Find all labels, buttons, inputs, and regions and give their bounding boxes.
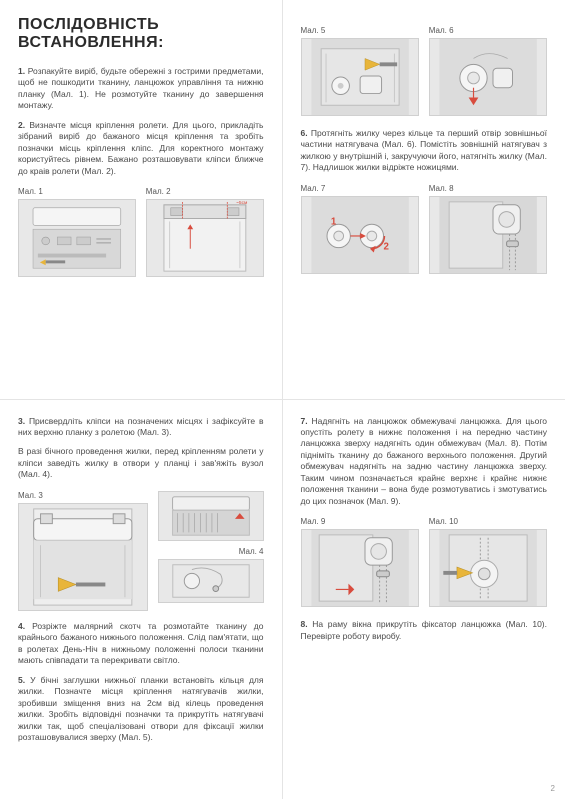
figure-8: Мал. 8	[429, 184, 547, 274]
step-5: 5. У бічні заглушки нижньої планки встан…	[18, 675, 264, 744]
figure-image	[158, 559, 264, 603]
page-title: ПОСЛІДОВНІСТЬ ВСТАНОВЛЕННЯ:	[18, 16, 264, 52]
figure-image	[429, 529, 547, 607]
figure-label: Мал. 5	[301, 26, 419, 35]
figure-row-5-6: Мал. 5 Мал. 6	[301, 26, 548, 116]
figure-3: Мал. 3	[18, 491, 148, 611]
figure-image: ~5см	[146, 199, 264, 277]
figure-label: Мал. 2	[146, 187, 264, 196]
step-3: 3. Присвердліть кліпси на позначених міс…	[18, 416, 264, 439]
step-2: 2. Визначте місця кріплення ролети. Для …	[18, 120, 264, 177]
figure-label: Мал. 8	[429, 184, 547, 193]
figure-image	[429, 196, 547, 274]
figure-image	[18, 503, 148, 611]
figure-10: Мал. 10	[429, 517, 547, 607]
figure-label: Мал. 4	[158, 547, 264, 556]
figure-image: 1 2	[301, 196, 419, 274]
step-7: 7. Надягніть на ланцюжок обмежувачі ланц…	[301, 416, 548, 508]
step-4: 4. Розріжте малярний скотч та розмотайте…	[18, 621, 264, 667]
figure-6: Мал. 6	[429, 26, 547, 116]
figure-image	[429, 38, 547, 116]
figure-5: Мал. 5	[301, 26, 419, 116]
dimension-label: ~5см	[236, 200, 247, 206]
quad-bottom-left: 3. Присвердліть кліпси на позначених міс…	[0, 400, 283, 799]
figure-image	[301, 529, 419, 607]
quad-bottom-right: 7. Надягніть на ланцюжок обмежувачі ланц…	[283, 400, 565, 799]
figure-label: Мал. 7	[301, 184, 419, 193]
figure-row-7-8: Мал. 7 1 2	[301, 184, 548, 274]
quad-top-left: ПОСЛІДОВНІСТЬ ВСТАНОВЛЕННЯ: 1. Розпакуйт…	[0, 0, 283, 400]
figure-image	[158, 491, 264, 541]
figure-label: Мал. 1	[18, 187, 136, 196]
figure-row-3-4: Мал. 3	[18, 491, 264, 611]
quad-top-right: Мал. 5 Мал. 6	[283, 0, 565, 400]
step-6: 6. Протягніть жилку через кільце та перш…	[301, 128, 548, 174]
step-8: 8. На раму вікна прикрутіть фіксатор лан…	[301, 619, 548, 642]
figure-label: Мал. 9	[301, 517, 419, 526]
figure-image	[301, 38, 419, 116]
figure-1: Мал. 1	[18, 187, 136, 277]
figure-2: Мал. 2 ~5см	[146, 187, 264, 277]
step-3b: В разі бічного проведення жилки, перед к…	[18, 446, 264, 480]
figure-label: Мал. 3	[18, 491, 148, 500]
figure-9: Мал. 9	[301, 517, 419, 607]
figure-image	[18, 199, 136, 277]
svg-text:1: 1	[330, 216, 336, 227]
svg-text:2: 2	[383, 241, 389, 252]
figure-row-1-2: Мал. 1 М	[18, 187, 264, 277]
figure-row-9-10: Мал. 9 Мал. 10	[301, 517, 548, 607]
instruction-page: ПОСЛІДОВНІСТЬ ВСТАНОВЛЕННЯ: 1. Розпакуйт…	[0, 0, 565, 799]
figure-label: Мал. 10	[429, 517, 547, 526]
step-1: 1. Розпакуйте виріб, будьте обережні з г…	[18, 66, 264, 112]
page-number: 2	[551, 784, 555, 793]
figure-7: Мал. 7 1 2	[301, 184, 419, 274]
figure-label: Мал. 6	[429, 26, 547, 35]
figure-4-stack: Мал. 4	[158, 491, 264, 611]
